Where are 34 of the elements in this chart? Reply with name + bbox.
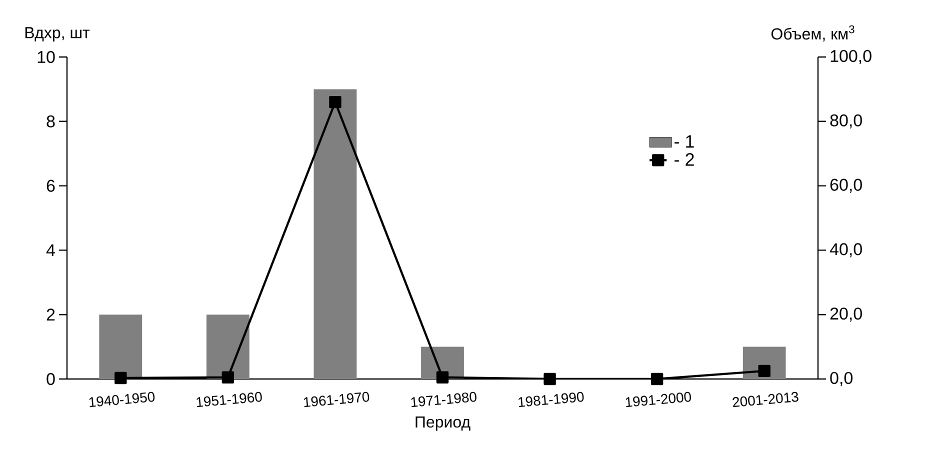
y2-tick-label: 40,0 <box>830 243 862 258</box>
bar <box>206 314 250 379</box>
y2-tick-label: 80,0 <box>830 114 862 128</box>
point <box>436 371 449 384</box>
x-tick-label: 1991-2000 <box>626 392 691 408</box>
y-tick-label: 2 <box>46 308 55 321</box>
y-axis-title: Вдхр, шт <box>25 27 90 42</box>
point <box>650 372 664 386</box>
point <box>114 372 127 384</box>
bar <box>99 314 142 379</box>
y2-tick-label: 20,0 <box>830 308 862 322</box>
y-tick-label: 0 <box>46 372 55 386</box>
x-tick-label: 2001-2013 <box>732 392 798 408</box>
y-tick-label: 10 <box>38 50 55 64</box>
x-tick-label: 1971-1980 <box>411 392 476 408</box>
x-tick-label: 1961-1970 <box>304 392 370 408</box>
point <box>758 364 770 378</box>
x-tick-label: 1981-1990 <box>518 392 584 408</box>
y-tick-label: 8 <box>46 115 55 128</box>
x-tick-label: 1951-1960 <box>196 392 262 408</box>
x-axis-title: Период <box>416 416 470 431</box>
y2-axis-title: Объем, км$^{3}$ <box>771 25 854 42</box>
legend-label: - 2 <box>674 153 694 166</box>
bar <box>314 89 357 379</box>
point <box>329 96 342 108</box>
point <box>222 371 234 384</box>
y2-tick-label: 0,0 <box>830 372 853 386</box>
point <box>544 372 556 386</box>
x-tick-label: 1940-1950 <box>89 392 155 408</box>
y2-tick-label: 100,0 <box>830 50 872 64</box>
y2-tick-label: 60,0 <box>830 178 862 193</box>
y-tick-label: 4 <box>46 244 55 256</box>
y-tick-label: 6 <box>46 180 55 192</box>
legend-label: - 1 <box>674 135 694 148</box>
